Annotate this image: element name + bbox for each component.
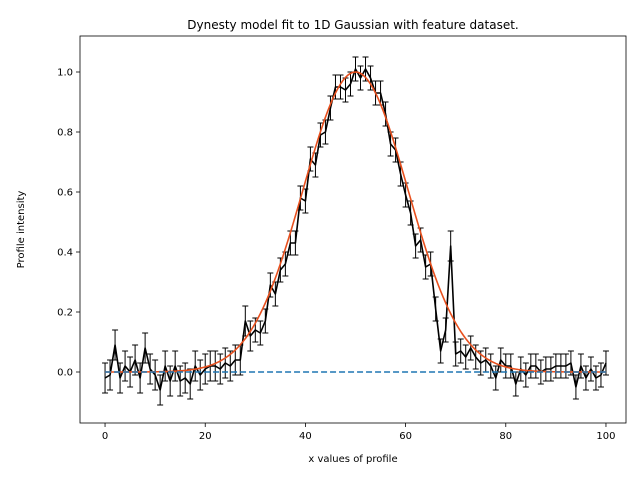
x-tick-label: 100 bbox=[596, 431, 615, 442]
y-tick-label: 1.0 bbox=[57, 68, 73, 79]
x-tick-label: 80 bbox=[499, 431, 512, 442]
y-tick-label: 0.4 bbox=[57, 248, 73, 259]
plot-area bbox=[102, 56, 609, 406]
y-tick-label: 0.6 bbox=[57, 188, 73, 199]
gaussian-fit-line bbox=[105, 71, 606, 373]
y-tick-label: 0.8 bbox=[57, 128, 73, 139]
y-tick-label: 0.2 bbox=[57, 308, 73, 319]
chart-title: Dynesty model fit to 1D Gaussian with fe… bbox=[187, 18, 518, 32]
data-series-line bbox=[104, 68, 607, 391]
y-tick-label: 0.0 bbox=[57, 368, 73, 379]
x-tick-label: 60 bbox=[399, 431, 412, 442]
x-tick-label: 40 bbox=[299, 431, 312, 442]
x-axis-label: x values of profile bbox=[308, 454, 397, 465]
axis-ticks: 0 20 40 60 80 100 0.0 0.2 0.4 0.6 0.8 1.0 bbox=[57, 68, 615, 443]
x-tick-label: 20 bbox=[199, 431, 212, 442]
axes-frame bbox=[79, 35, 627, 424]
x-tick-label: 0 bbox=[102, 431, 108, 442]
series-group bbox=[102, 56, 609, 406]
y-axis-label: Profile intensity bbox=[16, 191, 27, 269]
